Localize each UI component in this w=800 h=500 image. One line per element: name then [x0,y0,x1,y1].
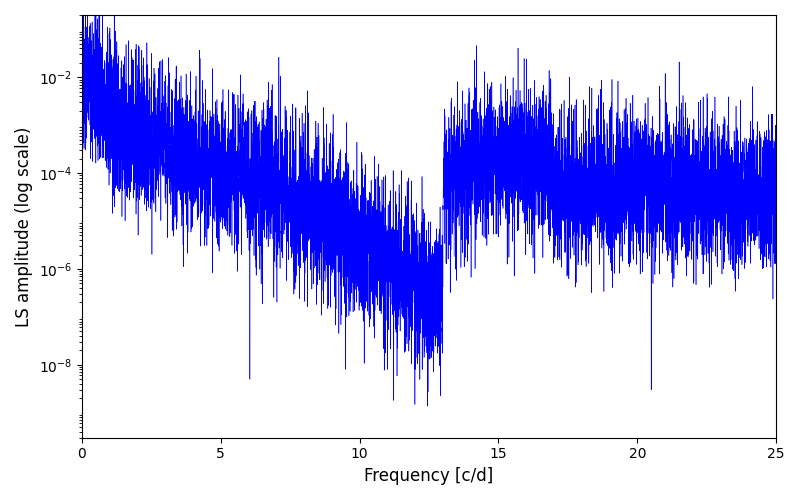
Y-axis label: LS amplitude (log scale): LS amplitude (log scale) [15,126,33,326]
X-axis label: Frequency [c/d]: Frequency [c/d] [364,467,494,485]
